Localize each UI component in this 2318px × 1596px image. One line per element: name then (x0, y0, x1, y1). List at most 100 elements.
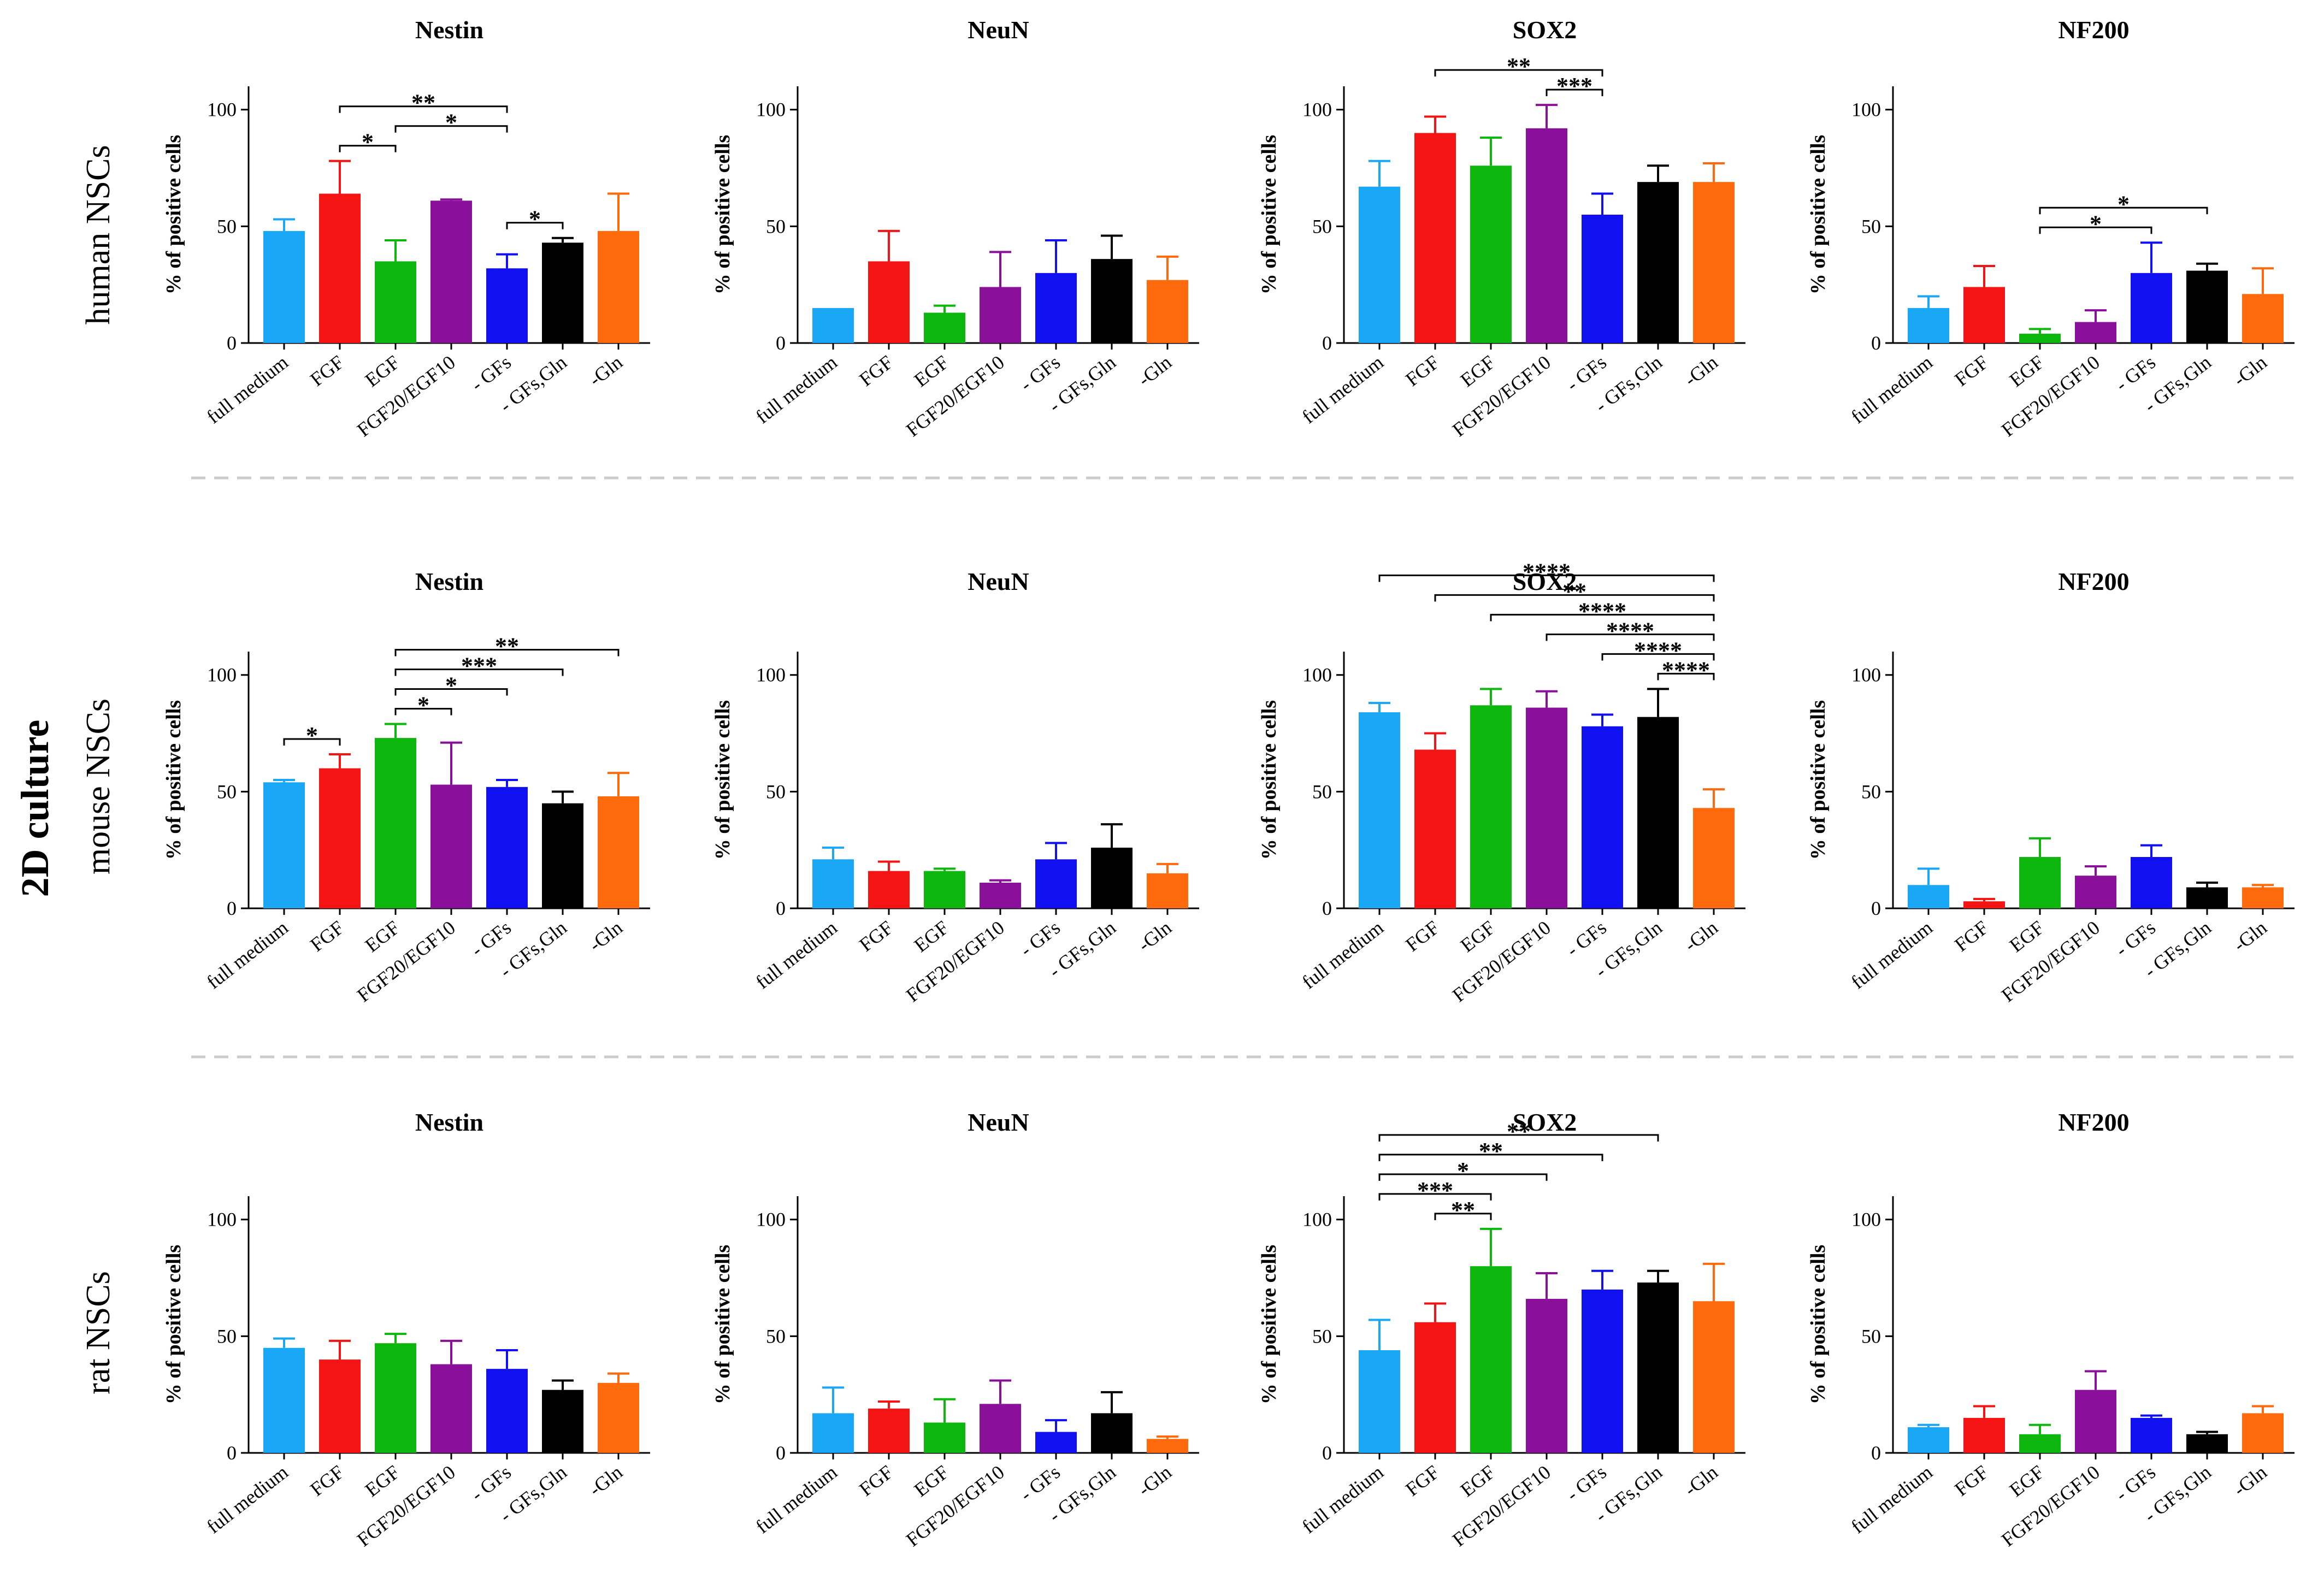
bar (2019, 857, 2061, 908)
chart-panel-4: Nestin % of positive cells 0 50 100 full medi… (162, 568, 650, 1006)
category-label: FGF (855, 917, 897, 956)
y-tick-label: 100 (1851, 99, 1881, 121)
significance-bracket (339, 145, 397, 152)
y-tick-label: 100 (207, 99, 237, 121)
bar (868, 261, 910, 343)
chart-title: SOX2 (1513, 1108, 1577, 1136)
chart-title: NF200 (2058, 568, 2129, 595)
y-tick-label: 100 (756, 99, 786, 121)
category-label: FGF20/EGF10 (1997, 917, 2104, 1007)
bar (868, 1408, 910, 1453)
category-label: full medium (752, 351, 841, 428)
bar (1470, 1266, 1512, 1453)
category-label: EGF (1456, 351, 1499, 391)
category-label: -Gln (1680, 1461, 1722, 1500)
bar (924, 312, 965, 343)
y-tick-label: 0 (1871, 897, 1881, 919)
chart-title: SOX2 (1513, 16, 1577, 44)
significance-bracket (2039, 226, 2152, 234)
significance-bracket (1434, 1213, 1492, 1220)
y-axis-label: % of positive cells (711, 1245, 734, 1404)
chart-title: NeuN (968, 1108, 1029, 1136)
bar (486, 1369, 528, 1453)
bar (319, 768, 361, 908)
significance-label: * (2090, 210, 2102, 237)
chart-panels: Nestin % of positive cells 0 50 100 full medi… (162, 16, 2295, 1551)
category-label: EGF (2006, 917, 2048, 956)
bar (924, 1422, 965, 1453)
category-label: FGF20/EGF10 (902, 351, 1008, 441)
row-label-mouse: mouse NSCs (80, 699, 117, 874)
significance-label: *** (1556, 73, 1592, 99)
bar (2019, 1434, 2061, 1453)
significance-label: ** (1479, 1138, 1503, 1165)
significance-bracket (1601, 653, 1715, 661)
significance-bracket (1378, 1134, 1659, 1142)
bar (2186, 270, 2228, 343)
significance-label: * (306, 722, 318, 749)
y-tick-label: 0 (1322, 897, 1332, 919)
chart-panel-1: NeuN % of positive cells 0 50 100 full medium… (711, 16, 1199, 441)
bar (980, 1404, 1021, 1453)
category-label: full medium (1847, 1461, 1937, 1538)
bar (263, 230, 305, 343)
significance-bracket (1378, 574, 1715, 582)
significance-bracket (1434, 69, 1603, 77)
chart-title: NF200 (2058, 1108, 2129, 1136)
bar (924, 871, 965, 908)
y-tick-label: 0 (1871, 1442, 1881, 1464)
bar (1582, 1289, 1623, 1453)
category-label: full medium (203, 917, 292, 993)
y-axis-label: % of positive cells (1807, 700, 1830, 860)
bar (1359, 186, 1400, 343)
bar (430, 1364, 472, 1453)
category-label: -Gln (1680, 351, 1722, 391)
y-tick-label: 0 (776, 897, 786, 919)
bar (1526, 707, 1567, 908)
category-label: full medium (1298, 351, 1388, 428)
bar (1908, 1427, 1949, 1453)
significance-label: ** (495, 633, 519, 659)
category-label: FGF (306, 351, 348, 391)
y-tick-label: 100 (756, 1209, 786, 1231)
bar (1582, 726, 1623, 908)
category-label: EGF (361, 1461, 404, 1501)
bar (1963, 1417, 2005, 1453)
significance-label: * (417, 691, 429, 718)
bar (1414, 1322, 1456, 1453)
bar (2075, 322, 2116, 343)
category-label: FGF20/EGF10 (902, 1461, 1008, 1551)
bar (980, 883, 1021, 908)
significance-label: **** (1662, 657, 1710, 683)
bar (430, 784, 472, 908)
significance-bracket (394, 688, 508, 696)
category-label: FGF20/EGF10 (353, 351, 459, 441)
category-label: EGF (2006, 351, 2048, 391)
significance-label: **** (1634, 637, 1682, 664)
significance-label: * (529, 206, 541, 233)
y-tick-label: 50 (766, 215, 786, 237)
bar (1359, 1350, 1400, 1453)
bar (2131, 273, 2172, 343)
bar (1526, 128, 1567, 343)
significance-label: * (2118, 191, 2130, 217)
bar (319, 193, 361, 343)
significance-label: ** (411, 90, 435, 116)
chart-panel-9: NeuN % of positive cells 0 50 100 full medium… (711, 1108, 1199, 1551)
bar (319, 1359, 361, 1453)
category-label: - GFs (1016, 1461, 1064, 1505)
significance-bracket (394, 668, 564, 676)
category-label: full medium (752, 917, 841, 993)
y-tick-label: 0 (1871, 332, 1881, 354)
category-label: FGF20/EGF10 (1448, 351, 1555, 441)
significance-label: **** (1578, 598, 1626, 624)
bar (2131, 1417, 2172, 1453)
y-axis-label: % of positive cells (162, 700, 185, 860)
y-tick-label: 0 (776, 332, 786, 354)
y-tick-label: 0 (1322, 332, 1332, 354)
y-axis-label: % of positive cells (1258, 1245, 1281, 1404)
chart-panel-0: Nestin % of positive cells 0 50 100 full medi… (162, 16, 650, 441)
y-tick-label: 50 (1312, 781, 1332, 802)
y-tick-label: 50 (766, 781, 786, 802)
y-axis-label: % of positive cells (711, 700, 734, 860)
